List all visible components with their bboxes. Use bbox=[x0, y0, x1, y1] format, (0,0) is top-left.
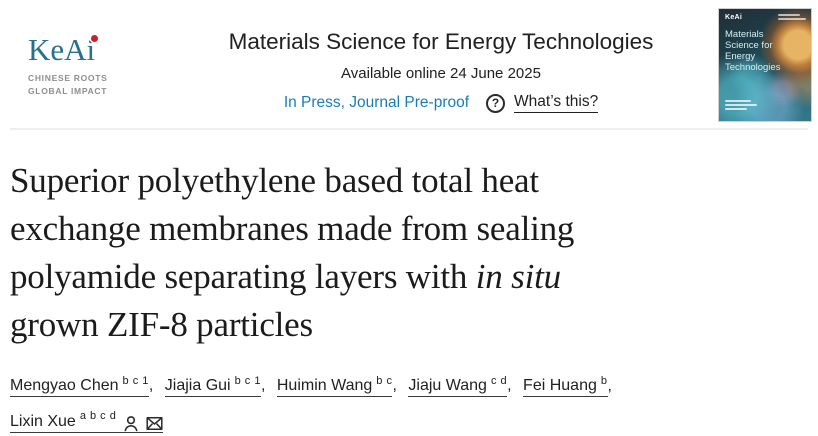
author-link[interactable]: Fei Huang b bbox=[523, 375, 608, 398]
author-affiliations: a b c d bbox=[79, 410, 117, 423]
keai-logo-wordmark: KeAi bbox=[28, 32, 99, 67]
journal-title: Materials Science for Energy Technologie… bbox=[228, 29, 654, 54]
cover-journal-title: Materials Science for Energy Technologie… bbox=[725, 29, 781, 73]
author-link[interactable]: Jiajia Gui b c 1 bbox=[164, 375, 261, 398]
article-title-italic-phrase: in situ bbox=[475, 257, 561, 296]
whats-this-link[interactable]: What’s this? bbox=[514, 93, 599, 113]
author-separator: , bbox=[148, 377, 154, 395]
author-affiliations: b bbox=[600, 375, 608, 387]
in-press-link[interactable]: In Press, Journal Pre-proof bbox=[283, 94, 470, 111]
corresponding-author-link[interactable]: Lixin Xue a b c d bbox=[10, 410, 164, 433]
author-link[interactable]: Mengyao Chen b c 1 bbox=[10, 375, 149, 398]
author-affiliations: b c bbox=[376, 375, 393, 387]
author-list-line1: Mengyao Chen b c 1, Jiajia Gui b c 1, Huim… bbox=[10, 366, 808, 401]
keai-tagline-line1: CHINESE ROOTS bbox=[28, 73, 108, 83]
author-name: Jiajia Gui bbox=[164, 377, 231, 395]
keai-logo-tagline: CHINESE ROOTS GLOBAL IMPACT bbox=[28, 72, 180, 98]
article-title: Superior polyethylene based total heat e… bbox=[10, 157, 808, 349]
journal-header-center: Materials Science for Energy Technologie… bbox=[180, 8, 702, 128]
keai-logo-red-dot-icon bbox=[91, 35, 99, 42]
page-header: KeAi CHINESE ROOTS GLOBAL IMPACT Materia… bbox=[0, 0, 818, 128]
keai-logo: KeAi CHINESE ROOTS GLOBAL IMPACT bbox=[28, 34, 180, 128]
author-link[interactable]: Jiaju Wang c d bbox=[408, 375, 508, 398]
author-list-line2: Lixin Xue a b c d bbox=[10, 401, 808, 436]
author-separator: , bbox=[607, 377, 612, 395]
article-title-line2: exchange membranes made from sealing bbox=[10, 209, 575, 248]
person-icon[interactable] bbox=[123, 415, 139, 432]
in-press-row: In Press, Journal Pre-proof ? What’s thi… bbox=[180, 93, 702, 113]
author-name: Fei Huang bbox=[523, 377, 597, 395]
author-list: Mengyao Chen b c 1, Jiajia Gui b c 1, Huim… bbox=[10, 366, 808, 436]
article-main: Superior polyethylene based total heat e… bbox=[0, 157, 818, 436]
article-title-line3: polyamide separating layers with in situ bbox=[10, 253, 808, 301]
author-name: Mengyao Chen bbox=[10, 377, 119, 395]
keai-tagline-line2: GLOBAL IMPACT bbox=[28, 86, 108, 97]
keai-logo-text: KeAi bbox=[28, 32, 96, 67]
envelope-icon[interactable] bbox=[146, 415, 163, 432]
author-separator: , bbox=[392, 377, 397, 395]
available-online-date: Available online 24 June 2025 bbox=[341, 65, 541, 82]
author-affiliations: b c 1 bbox=[234, 375, 261, 387]
author-affiliations: b c 1 bbox=[122, 375, 149, 387]
article-title-line1: Superior polyethylene based total heat bbox=[10, 161, 539, 200]
cover-keai-logo-text: KeAi bbox=[725, 14, 743, 21]
author-name: Huimin Wang bbox=[276, 377, 373, 395]
header-divider bbox=[10, 128, 808, 130]
article-title-line3-text: polyamide separating layers with bbox=[10, 257, 468, 296]
author-name: Jiaju Wang bbox=[408, 377, 487, 395]
author-separator: , bbox=[260, 377, 266, 395]
author-affiliations: c d bbox=[490, 375, 508, 387]
author-link[interactable]: Huimin Wang b c bbox=[276, 375, 393, 398]
cover-footer-text-placeholder bbox=[725, 100, 757, 112]
question-mark-icon[interactable]: ? bbox=[486, 93, 506, 113]
article-title-line4: grown ZIF-8 particles bbox=[10, 305, 313, 344]
cover-issue-info-placeholder bbox=[778, 14, 806, 22]
author-separator: , bbox=[507, 377, 512, 395]
author-name: Lixin Xue bbox=[10, 412, 76, 430]
journal-cover-thumbnail[interactable]: KeAi Materials Science for Energy Techno… bbox=[718, 8, 812, 122]
